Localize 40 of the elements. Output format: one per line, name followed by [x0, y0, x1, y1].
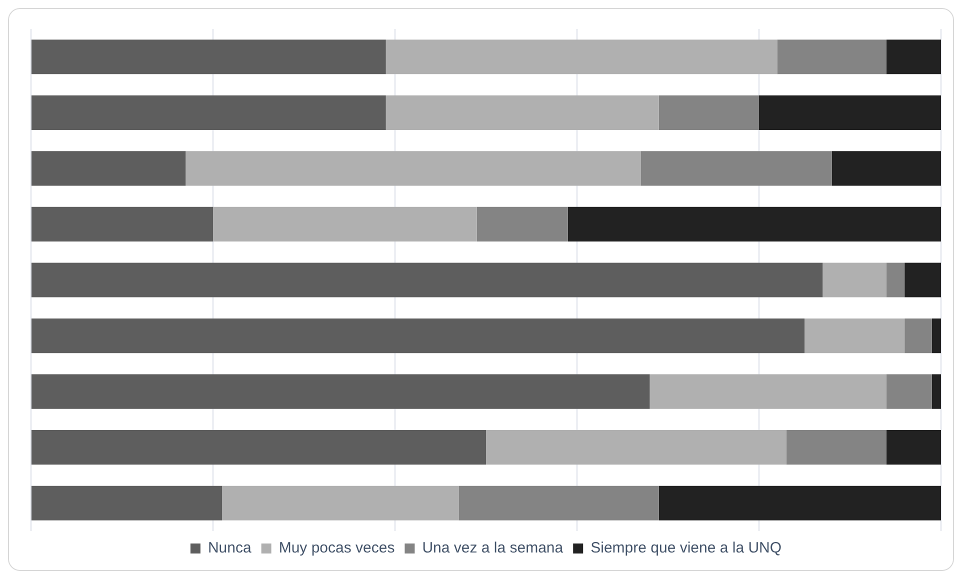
- bar: [32, 374, 650, 409]
- bar: [759, 95, 941, 130]
- bar: [658, 486, 941, 520]
- bar: [886, 262, 905, 298]
- legend-label: Siempre que viene a la UNQ: [590, 540, 782, 557]
- bar: [886, 430, 941, 465]
- bar: [32, 40, 386, 74]
- bar: [904, 318, 932, 354]
- bar: [32, 95, 386, 130]
- bar: [386, 95, 659, 130]
- bar: [786, 430, 886, 465]
- bar: [32, 262, 823, 298]
- bar: [640, 151, 832, 186]
- bar: [32, 206, 213, 242]
- bar: [386, 40, 778, 74]
- bar: [222, 486, 459, 520]
- bar: [186, 151, 641, 186]
- bar: [886, 40, 941, 74]
- legend-label: Nunca: [208, 540, 252, 557]
- bar: [568, 206, 941, 242]
- legend-label: Una vez a la semana: [422, 540, 564, 557]
- bar: [932, 318, 941, 354]
- bar: [458, 486, 659, 520]
- bar: [804, 318, 905, 354]
- bar: [32, 486, 222, 520]
- bar: [650, 374, 886, 409]
- bar: [32, 430, 486, 465]
- bar: [904, 262, 941, 298]
- bar: [32, 151, 186, 186]
- bar: [822, 262, 886, 298]
- bar: [213, 206, 477, 242]
- bar: [32, 318, 804, 354]
- bar: [932, 374, 941, 409]
- bar: [777, 40, 886, 74]
- bar: [476, 206, 568, 242]
- bar: [886, 374, 932, 409]
- legend-label: Muy pocas veces: [278, 540, 395, 557]
- bar: [658, 95, 759, 130]
- bar: [486, 430, 786, 465]
- bar: [832, 151, 941, 186]
